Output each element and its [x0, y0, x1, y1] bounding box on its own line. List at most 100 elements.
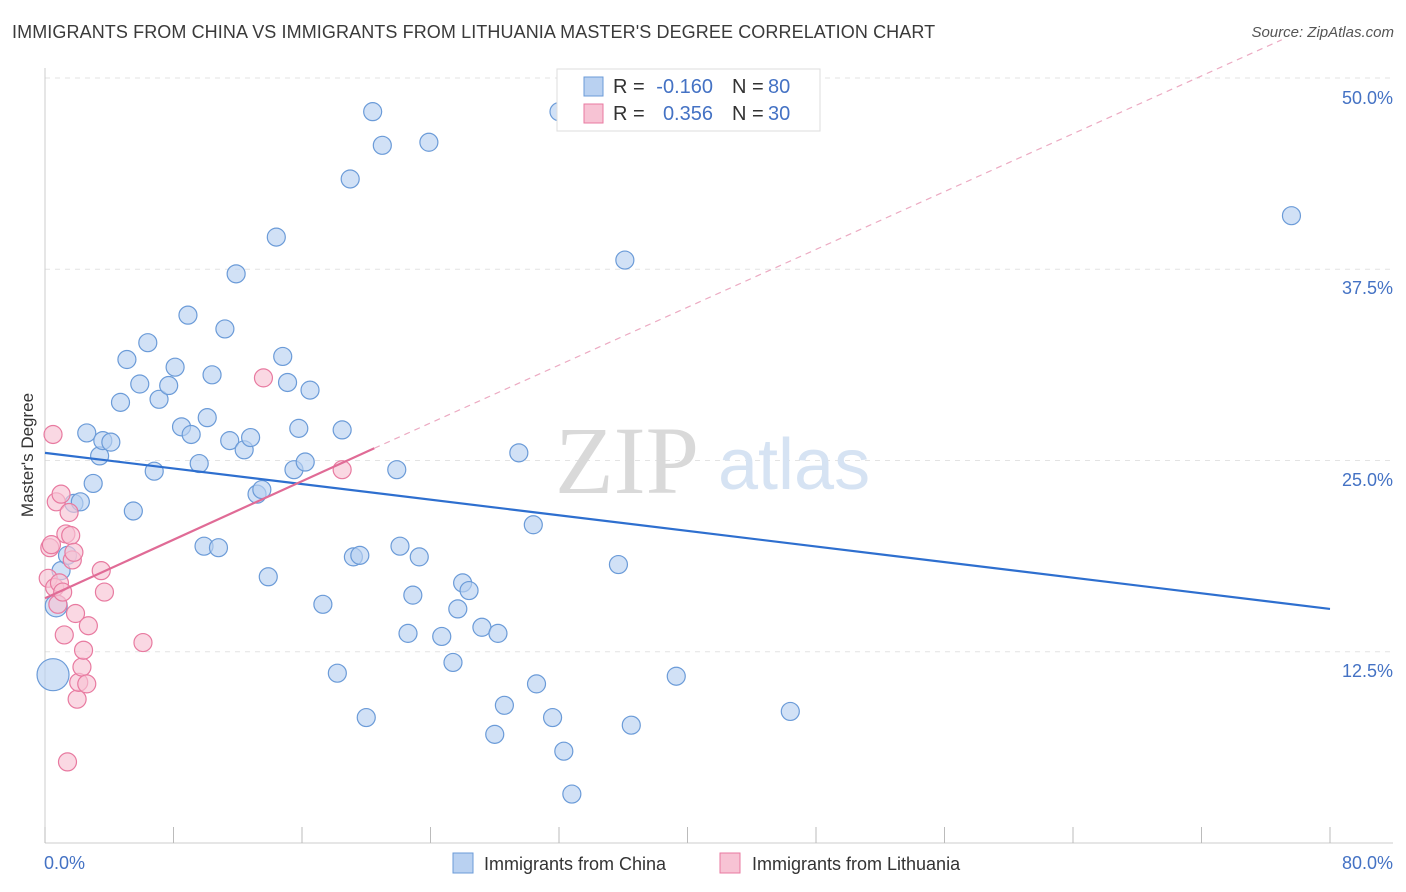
stats-legend: R = -0.160 N = 80 R = 0.356 N = 30 — [556, 68, 821, 132]
point-china — [608, 554, 629, 575]
trend-line-lithuania-extension — [374, 39, 1283, 449]
grid — [45, 77, 1393, 653]
point-lithuania — [43, 424, 63, 445]
point-lithuania — [65, 603, 86, 624]
point-lithuania — [78, 616, 98, 636]
point-china — [332, 420, 352, 440]
legend-n-label-china: N = — [732, 76, 764, 98]
point-china — [485, 724, 505, 744]
series-legend-swatch-lithuania — [719, 852, 741, 874]
watermark-atlas: atlas — [718, 425, 870, 505]
point-china — [443, 652, 463, 673]
point-china — [562, 784, 582, 804]
legend-r-value-lithuania: 0.356 — [663, 103, 713, 125]
point-china — [277, 372, 298, 393]
point-china — [289, 418, 309, 438]
legend-r-value-china: -0.160 — [656, 76, 713, 98]
point-china — [149, 389, 169, 409]
trend-line-lithuania — [44, 447, 375, 600]
point-china — [327, 663, 347, 683]
point-china — [432, 626, 452, 647]
point-china — [77, 423, 97, 443]
point-lithuania — [77, 674, 97, 694]
point-china — [523, 515, 543, 535]
point-china — [666, 666, 686, 686]
point-china — [494, 695, 514, 715]
point-china — [36, 658, 70, 692]
point-china — [398, 623, 418, 643]
point-china — [363, 102, 383, 122]
point-china — [117, 349, 137, 370]
legend-r-label-lithuania: R = — [613, 103, 645, 125]
point-china — [220, 431, 240, 451]
legend-swatch-lithuania — [583, 103, 604, 124]
point-lithuania — [59, 502, 79, 523]
point-china — [372, 135, 392, 155]
legend-swatch-china — [583, 76, 604, 97]
point-lithuania — [64, 542, 84, 562]
point-china — [390, 536, 410, 556]
point-lithuania — [253, 368, 274, 388]
point-china — [615, 250, 635, 270]
point-lithuania — [54, 625, 74, 645]
legend-r-label-china: R = — [613, 76, 645, 98]
legend-n-value-lithuania: 30 — [768, 103, 790, 125]
point-china — [313, 594, 333, 614]
point-china — [554, 741, 574, 761]
point-china — [419, 132, 439, 152]
y-tick-label-50: 50.0% — [1342, 88, 1393, 108]
y-tick-label-37.5: 37.5% — [1342, 278, 1393, 298]
series-legend-label-lithuania: Immigrants from Lithuania — [752, 854, 961, 874]
point-china — [215, 319, 235, 339]
legend-n-label-lithuania: N = — [732, 103, 764, 125]
point-china — [542, 707, 563, 728]
point-lithuania — [41, 535, 62, 555]
point-lithuania — [57, 752, 78, 772]
y-tick-label-12.5: 12.5% — [1342, 661, 1393, 681]
point-china — [387, 460, 407, 480]
point-lithuania — [73, 640, 94, 660]
point-china — [448, 599, 468, 619]
point-china — [101, 432, 121, 452]
point-china — [526, 674, 547, 694]
point-china — [403, 585, 423, 605]
point-china — [621, 715, 641, 735]
point-china — [123, 501, 143, 521]
watermark-zip: ZIP — [555, 407, 699, 514]
point-china — [241, 427, 261, 448]
y-axis-title: Master's Degree — [18, 393, 37, 517]
point-china — [159, 375, 179, 396]
point-china — [226, 264, 246, 284]
x-tick-label-min: 0.0% — [44, 853, 85, 873]
series-legend: Immigrants from China Immigrants from Li… — [452, 852, 961, 874]
point-china — [197, 408, 217, 428]
x-tick-label-max: 80.0% — [1342, 853, 1393, 873]
point-china — [110, 392, 131, 412]
point-china — [138, 333, 158, 353]
point-lithuania — [133, 632, 153, 653]
series-legend-label-china: Immigrants from China — [484, 854, 667, 874]
series-legend-swatch-china — [452, 852, 474, 874]
point-china — [472, 617, 492, 637]
point-china — [178, 305, 198, 325]
point-china — [459, 580, 479, 601]
point-china — [1281, 206, 1302, 226]
point-china — [83, 473, 103, 494]
point-china — [208, 538, 229, 558]
point-china — [181, 424, 201, 445]
point-china — [300, 380, 320, 400]
chart-title: IMMIGRANTS FROM CHINA VS IMMIGRANTS FROM… — [12, 22, 936, 42]
y-tick-label-25: 25.0% — [1342, 470, 1393, 490]
point-china — [488, 623, 508, 643]
point-china — [356, 707, 376, 728]
trend-lines — [374, 39, 1283, 449]
point-china — [202, 365, 222, 385]
point-lithuania — [94, 582, 115, 602]
point-china — [273, 346, 293, 367]
point-china — [295, 452, 315, 472]
point-china — [266, 227, 286, 247]
point-china — [340, 169, 360, 189]
point-lithuania — [72, 657, 92, 677]
source-label: Source: ZipAtlas.com — [1251, 24, 1394, 41]
